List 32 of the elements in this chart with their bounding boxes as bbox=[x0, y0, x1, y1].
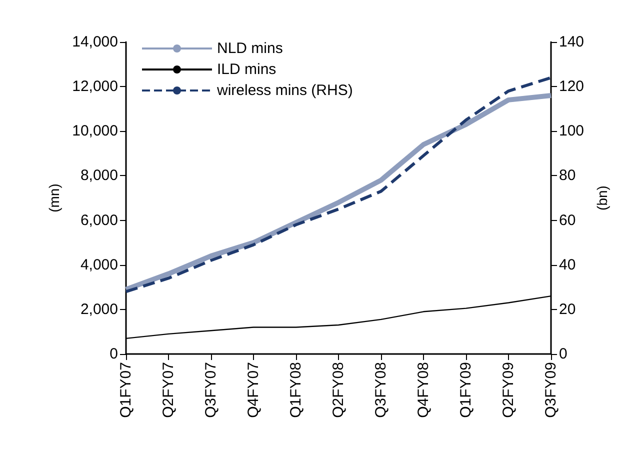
x-tick-label: Q3FY07 bbox=[202, 362, 220, 418]
y2-tick-label: 40 bbox=[559, 256, 576, 274]
y2-tick-label: 20 bbox=[559, 300, 576, 318]
x-tick-label: Q1FY09 bbox=[458, 362, 474, 418]
y2-tick-label: 100 bbox=[559, 122, 584, 140]
x-tick-label: Q4FY07 bbox=[245, 362, 262, 418]
y-tick-label: 14,000 bbox=[72, 34, 118, 50]
x-tick-label: Q2FY08 bbox=[330, 362, 347, 418]
y2-tick-label: 0 bbox=[559, 346, 568, 362]
x-tick-label: Q2FY07 bbox=[160, 362, 177, 418]
x-tick-label: Q2FY09 bbox=[500, 362, 517, 418]
y-axis-title: (mn) bbox=[46, 184, 62, 212]
x-tick-label: Q1FY08 bbox=[288, 362, 304, 418]
legend-label: ILD mins bbox=[217, 61, 276, 78]
y2-tick-label: 120 bbox=[559, 78, 584, 96]
y2-tick-label: 60 bbox=[559, 212, 576, 229]
y-tick-label: 12,000 bbox=[72, 78, 118, 96]
x-tick-label: Q4FY08 bbox=[415, 362, 432, 418]
y2-tick-label: 140 bbox=[559, 34, 584, 50]
legend-label: wireless mins (RHS) bbox=[216, 82, 353, 99]
y2-tick-label: 80 bbox=[559, 167, 576, 184]
y-tick-label: 2,000 bbox=[80, 300, 118, 318]
x-tick-label: Q3FY08 bbox=[372, 362, 390, 418]
legend-label: NLD mins bbox=[217, 40, 283, 57]
x-tick-label: Q1FY07 bbox=[118, 362, 134, 418]
y-tick-label: 10,000 bbox=[72, 122, 118, 140]
y-tick-label: 6,000 bbox=[80, 212, 118, 229]
y2-axis-title: (bn) bbox=[594, 186, 610, 210]
x-tick-label: Q3FY09 bbox=[542, 362, 560, 418]
y-tick-label: 4,000 bbox=[80, 256, 118, 274]
y-tick-label: 0 bbox=[110, 346, 118, 362]
y-tick-label: 8,000 bbox=[80, 167, 118, 184]
